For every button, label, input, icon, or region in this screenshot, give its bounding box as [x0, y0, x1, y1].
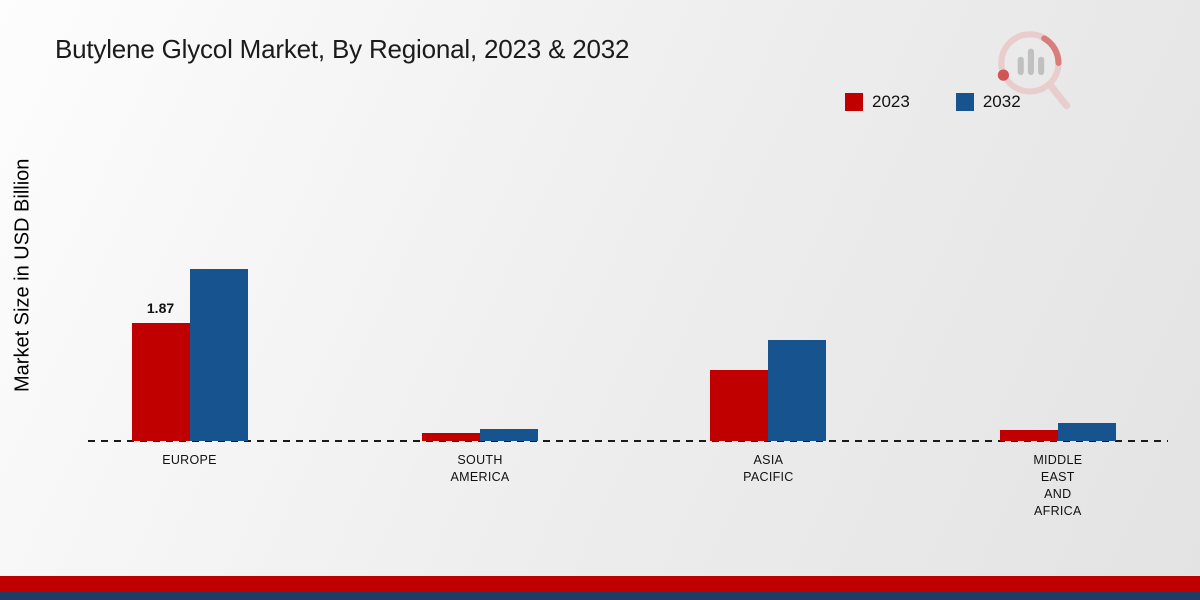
bar-group-asia-pacific: ASIA PACIFIC	[710, 340, 827, 484]
bar-group-europe: 1.87 EUROPE	[131, 269, 248, 467]
bar-2023-middle-east-and-africa	[999, 430, 1058, 441]
legend-swatch	[955, 93, 974, 111]
legend-swatch	[845, 93, 863, 111]
category-label-asia-pacific: ASIA PACIFIC	[743, 453, 794, 484]
chart-title: Butylene Glycol Market, By Regional, 202…	[55, 34, 630, 64]
legend-label: 2032	[982, 92, 1021, 111]
bar-2032-europe	[189, 269, 248, 441]
legend: 2023 2032	[845, 92, 1021, 112]
category-label-europe: EUROPE	[162, 453, 217, 467]
category-label-south-america: SOUTH AMERICA	[450, 453, 510, 484]
brand-logo-icon	[983, 24, 1085, 114]
footer-navy-band	[0, 591, 1200, 600]
bar-2032-middle-east-and-africa	[1057, 423, 1116, 441]
footer-red-band	[0, 576, 1200, 591]
bar-value-label: 1.87	[146, 300, 175, 316]
legend-item-2032[interactable]: 2032	[955, 92, 1021, 112]
bar-group-middle-east-and-africa: MIDDLE EAST AND AFRICA	[999, 423, 1116, 518]
y-axis-label: Market Size in USD Billion	[11, 158, 34, 392]
legend-item-2023[interactable]: 2023	[845, 92, 910, 112]
category-label-middle-east-and-africa: MIDDLE EAST AND AFRICA	[1033, 453, 1083, 518]
bar-2023-asia-pacific	[710, 370, 769, 441]
legend-label: 2023	[872, 92, 910, 111]
bar-2023-south-america	[422, 433, 481, 441]
plot-area: 1.87 EUROPE SOUTH AMERICA ASIA PACIFIC MIDDLE E…	[88, 130, 1168, 518]
x-axis-baseline	[88, 440, 1168, 442]
bar-2023-europe: 1.87	[131, 300, 190, 441]
bar-group-south-america: SOUTH AMERICA	[422, 429, 539, 484]
bar-2032-asia-pacific	[768, 340, 827, 441]
bar-2032-south-america	[480, 429, 539, 441]
